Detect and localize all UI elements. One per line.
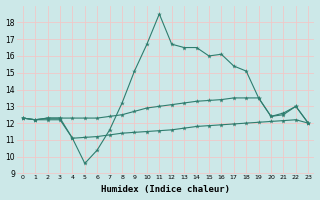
X-axis label: Humidex (Indice chaleur): Humidex (Indice chaleur) — [101, 185, 230, 194]
